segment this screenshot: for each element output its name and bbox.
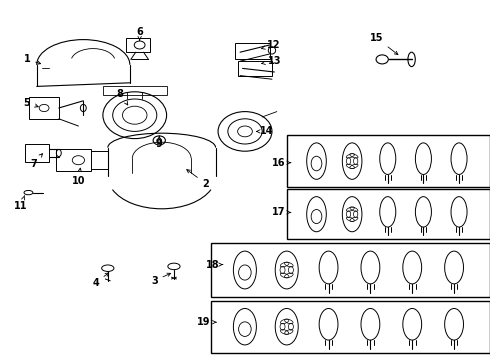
Bar [287,135,490,187]
Bar [56,149,91,171]
Bar [126,38,150,52]
Text: 13: 13 [262,56,281,66]
Text: 6: 6 [136,27,143,40]
Text: 1: 1 [24,54,41,64]
Text: 17: 17 [271,207,291,217]
Bar [24,144,49,162]
Bar [235,43,270,59]
Text: 2: 2 [187,170,209,189]
Text: 18: 18 [206,260,223,270]
Text: 3: 3 [151,273,171,286]
Text: 15: 15 [369,33,398,55]
Bar [211,243,490,297]
Text: 14: 14 [257,126,274,136]
Bar [211,301,490,353]
Text: 9: 9 [156,136,163,149]
Text: 8: 8 [117,89,128,105]
Bar [29,97,59,119]
Text: 11: 11 [14,195,28,211]
Bar [238,61,272,76]
Text: 7: 7 [30,154,43,169]
Text: 4: 4 [92,273,109,288]
Text: 5: 5 [24,98,38,108]
Bar [287,189,490,239]
Text: 10: 10 [72,168,85,186]
Bar [103,86,167,95]
Text: 12: 12 [261,40,280,50]
Text: 19: 19 [196,317,216,327]
Text: 16: 16 [271,158,291,168]
